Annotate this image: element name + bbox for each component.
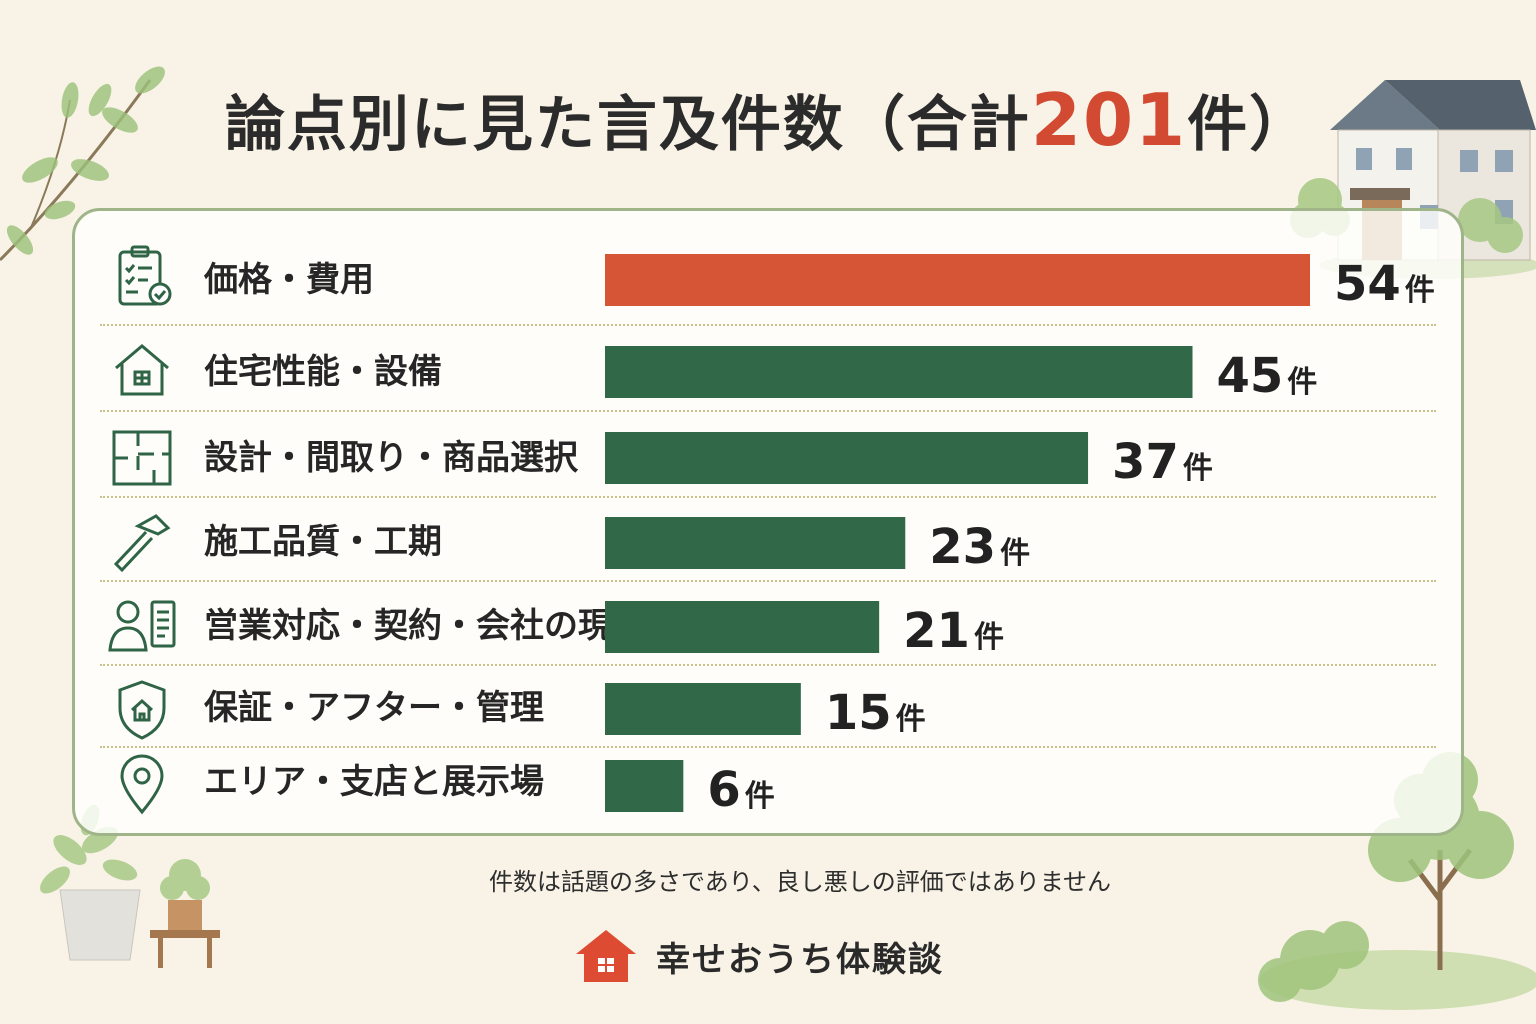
row-separator	[100, 664, 1436, 666]
potted-plants-illustration	[40, 804, 220, 968]
house-icon	[115, 344, 169, 396]
value-label: 45 件	[1217, 348, 1318, 404]
bar	[605, 346, 1193, 398]
value-label: 15 件	[825, 685, 926, 741]
title-open: （合計	[844, 90, 1031, 160]
floorplan-icon	[112, 430, 172, 486]
bar	[605, 432, 1089, 484]
category-label: 住宅性能・設備	[204, 352, 442, 392]
value-label: 23 件	[929, 519, 1030, 575]
row-separator	[100, 324, 1436, 326]
value-label: 21 件	[903, 603, 1004, 659]
page-title: 論点別に見た言及件数（合計201件）	[0, 76, 1536, 163]
category-label: エリア・支店と展示場	[204, 762, 544, 802]
person-document-icon	[108, 600, 176, 652]
shield-house-icon	[118, 680, 166, 740]
category-label: 保証・アフター・管理	[204, 688, 544, 728]
hammer-icon	[113, 514, 171, 573]
brand-name: 幸せおうち体験談	[656, 939, 944, 980]
bar	[605, 254, 1310, 306]
row-separator	[100, 746, 1436, 748]
category-label: 価格・費用	[204, 260, 374, 300]
row-separator	[100, 580, 1436, 582]
title-total: 201	[1030, 78, 1188, 162]
row-separator	[100, 496, 1436, 498]
category-label: 設計・間取り・商品選択	[204, 438, 578, 478]
brand: 幸せおうち体験談	[574, 928, 944, 984]
bar	[605, 517, 906, 569]
row-separator	[100, 410, 1436, 412]
leaf-branch-decoration	[0, 66, 165, 262]
map-pin-icon	[120, 754, 164, 815]
house-logo-icon	[576, 930, 636, 982]
title-close: 件）	[1187, 90, 1312, 160]
footnote: 件数は話題の多さであり、良し悪しの評価ではありません	[488, 868, 1112, 896]
title-main: 論点別に見た言及件数	[224, 90, 845, 160]
bar	[605, 683, 801, 735]
bar	[605, 760, 684, 812]
category-label: 施工品質・工期	[204, 522, 442, 562]
category-label: 営業対応・契約・会社の現況	[204, 606, 646, 646]
value-label: 54 件	[1334, 256, 1435, 312]
bar	[605, 601, 880, 653]
checklist-icon	[118, 245, 172, 306]
value-label: 37 件	[1112, 434, 1213, 490]
